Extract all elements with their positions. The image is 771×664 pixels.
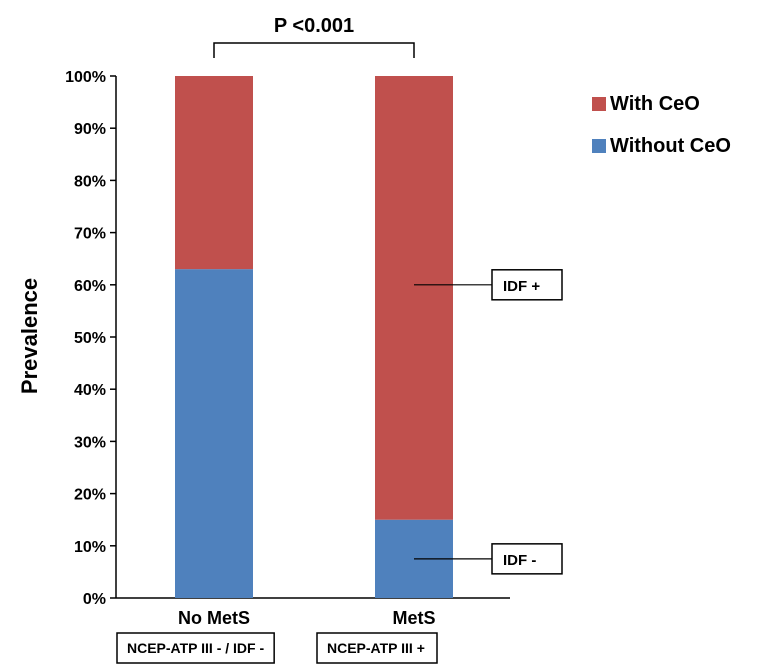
y-tick-label: 0% [83,591,106,608]
chart-title: P <0.001 [274,15,354,37]
legend: With CeO Without CeO [592,93,731,157]
annotation-box [491,543,563,575]
y-tick-label: 50% [74,330,106,347]
legend-label: Without CeO [610,135,731,157]
category-sublabel-box [116,632,275,664]
x-tick-label: No MetS [178,608,250,628]
bar-segment-without-ceo [175,269,253,598]
y-axis-label: Prevalence [17,278,42,394]
y-tick-label: 100% [65,69,106,86]
category-sublabel: NCEP-ATP III + [327,640,425,656]
y-tick-label: 30% [74,434,106,451]
legend-swatch [592,97,606,111]
y-tick-label: 80% [74,173,106,190]
legend-swatch [592,139,606,153]
x-tick-label: MetS [392,608,435,628]
y-axis-ticks: 0% 10% 20% 30% 40% 50% 60% 70% 80% 90% 100% [65,69,116,608]
bars [175,76,453,598]
annotation-label: IDF - [503,552,536,569]
category-sublabel: NCEP-ATP III - / IDF - [127,640,264,656]
annotations: IDF + IDF - [414,269,563,575]
y-tick-label: 60% [74,278,106,295]
annotation-box [491,269,563,301]
bar-segment-with-ceo [175,76,253,270]
y-tick-label: 90% [74,121,106,138]
y-tick-label: 70% [74,226,106,243]
bar-segment-with-ceo [375,76,453,520]
category-sublabel-box [316,632,438,664]
significance-bracket [213,42,415,58]
legend-label: With CeO [610,93,700,115]
y-tick-label: 10% [74,539,106,556]
y-tick-label: 20% [74,487,106,504]
y-tick-label: 40% [74,382,106,399]
annotation-label: IDF + [503,278,540,295]
x-axis-labels: No MetS NCEP-ATP III - / IDF - MetS NCEP-AT… [116,608,438,664]
